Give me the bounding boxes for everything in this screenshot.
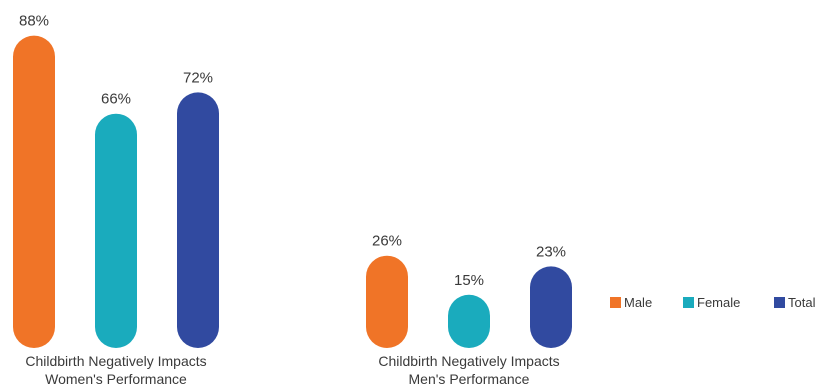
value-label-total-1: 72%: [183, 69, 213, 86]
category-label-1-line-1: Childbirth Negatively Impacts: [25, 353, 206, 369]
bar-male-2: [366, 255, 408, 348]
category-label-1-line-2: Women's Performance: [45, 371, 187, 387]
bar-male-1: [13, 35, 55, 348]
legend-label-female: Female: [697, 295, 740, 310]
bar-female-2: [448, 294, 490, 348]
value-label-female-1: 66%: [101, 91, 131, 108]
legend-label-total: Total: [788, 295, 816, 310]
legend: Male Female Total: [610, 295, 816, 310]
category-labels-layer: Childbirth Negatively Impacts Women's Per…: [25, 353, 559, 387]
category-label-2-line-1: Childbirth Negatively Impacts: [378, 353, 559, 369]
legend-swatch-total: [774, 297, 785, 308]
value-labels-layer: 88% 66% 72% 26% 15% 23%: [19, 13, 566, 289]
bar-female-1: [95, 113, 137, 348]
bar-total-1: [177, 92, 219, 349]
legend-swatch-female: [683, 297, 694, 308]
value-label-male-2: 26%: [372, 233, 402, 250]
value-label-male-1: 88%: [19, 13, 49, 30]
legend-swatch-male: [610, 297, 621, 308]
bar-total-2: [530, 266, 572, 348]
value-label-female-2: 15%: [454, 272, 484, 289]
category-label-2-line-2: Men's Performance: [409, 371, 530, 387]
legend-label-male: Male: [624, 295, 652, 310]
bars-layer: [13, 35, 572, 349]
value-label-total-2: 23%: [536, 243, 566, 260]
